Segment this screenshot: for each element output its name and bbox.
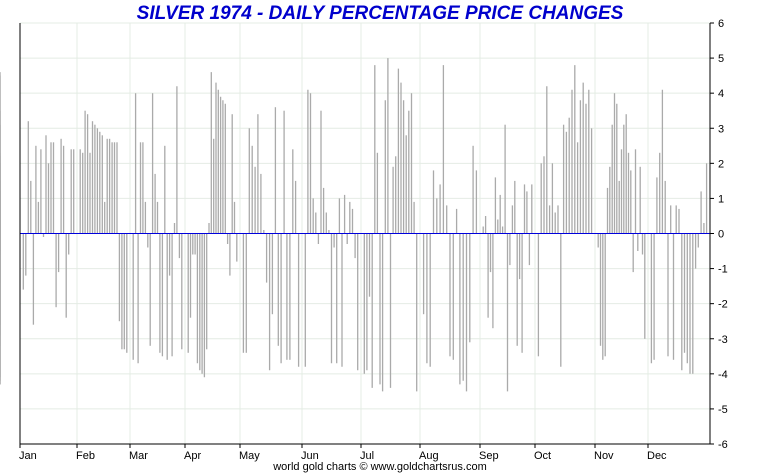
y-tick-label: 4 bbox=[718, 88, 724, 100]
x-tick-label: Aug bbox=[419, 450, 439, 462]
y-tick-label: 3 bbox=[718, 123, 724, 135]
x-tick-label: Oct bbox=[534, 450, 551, 462]
y-tick-label: 0 bbox=[718, 229, 724, 241]
footer-credit: world gold charts © www.goldchartsrus.co… bbox=[273, 461, 487, 473]
x-tick-label: Mar bbox=[129, 450, 148, 462]
y-tick-label: 1 bbox=[718, 193, 724, 205]
axes bbox=[19, 22, 714, 448]
y-tick-label: -1 bbox=[718, 264, 728, 276]
x-tick-label: Feb bbox=[76, 450, 95, 462]
bars bbox=[0, 58, 708, 392]
chart-title: SILVER 1974 - DAILY PERCENTAGE PRICE CHA… bbox=[136, 3, 624, 24]
y-tick-label: -3 bbox=[718, 334, 728, 346]
y-tick-label: 6 bbox=[718, 18, 724, 30]
y-tick-label: 5 bbox=[718, 53, 724, 65]
x-tick-label: Jul bbox=[360, 450, 374, 462]
x-tick-label: May bbox=[239, 450, 260, 462]
y-tick-label: -6 bbox=[718, 439, 728, 451]
y-tick-label: 2 bbox=[718, 158, 724, 170]
y-tick-label: -4 bbox=[718, 369, 728, 381]
y-tick-label: -2 bbox=[718, 299, 728, 311]
x-tick-label: Dec bbox=[647, 450, 667, 462]
tick-labels: 6 5 4 3 2 1 0 -1 -2 -3 -4 -5 -6 Jan Feb Mar Apr May Jun Jul… bbox=[19, 18, 728, 462]
x-tick-label: Jan bbox=[19, 450, 37, 462]
x-tick-label: Nov bbox=[594, 450, 614, 462]
x-tick-label: Sep bbox=[479, 450, 499, 462]
x-tick-label: Apr bbox=[184, 450, 201, 462]
y-tick-label: -5 bbox=[718, 404, 728, 416]
x-tick-label: Jun bbox=[301, 450, 319, 462]
